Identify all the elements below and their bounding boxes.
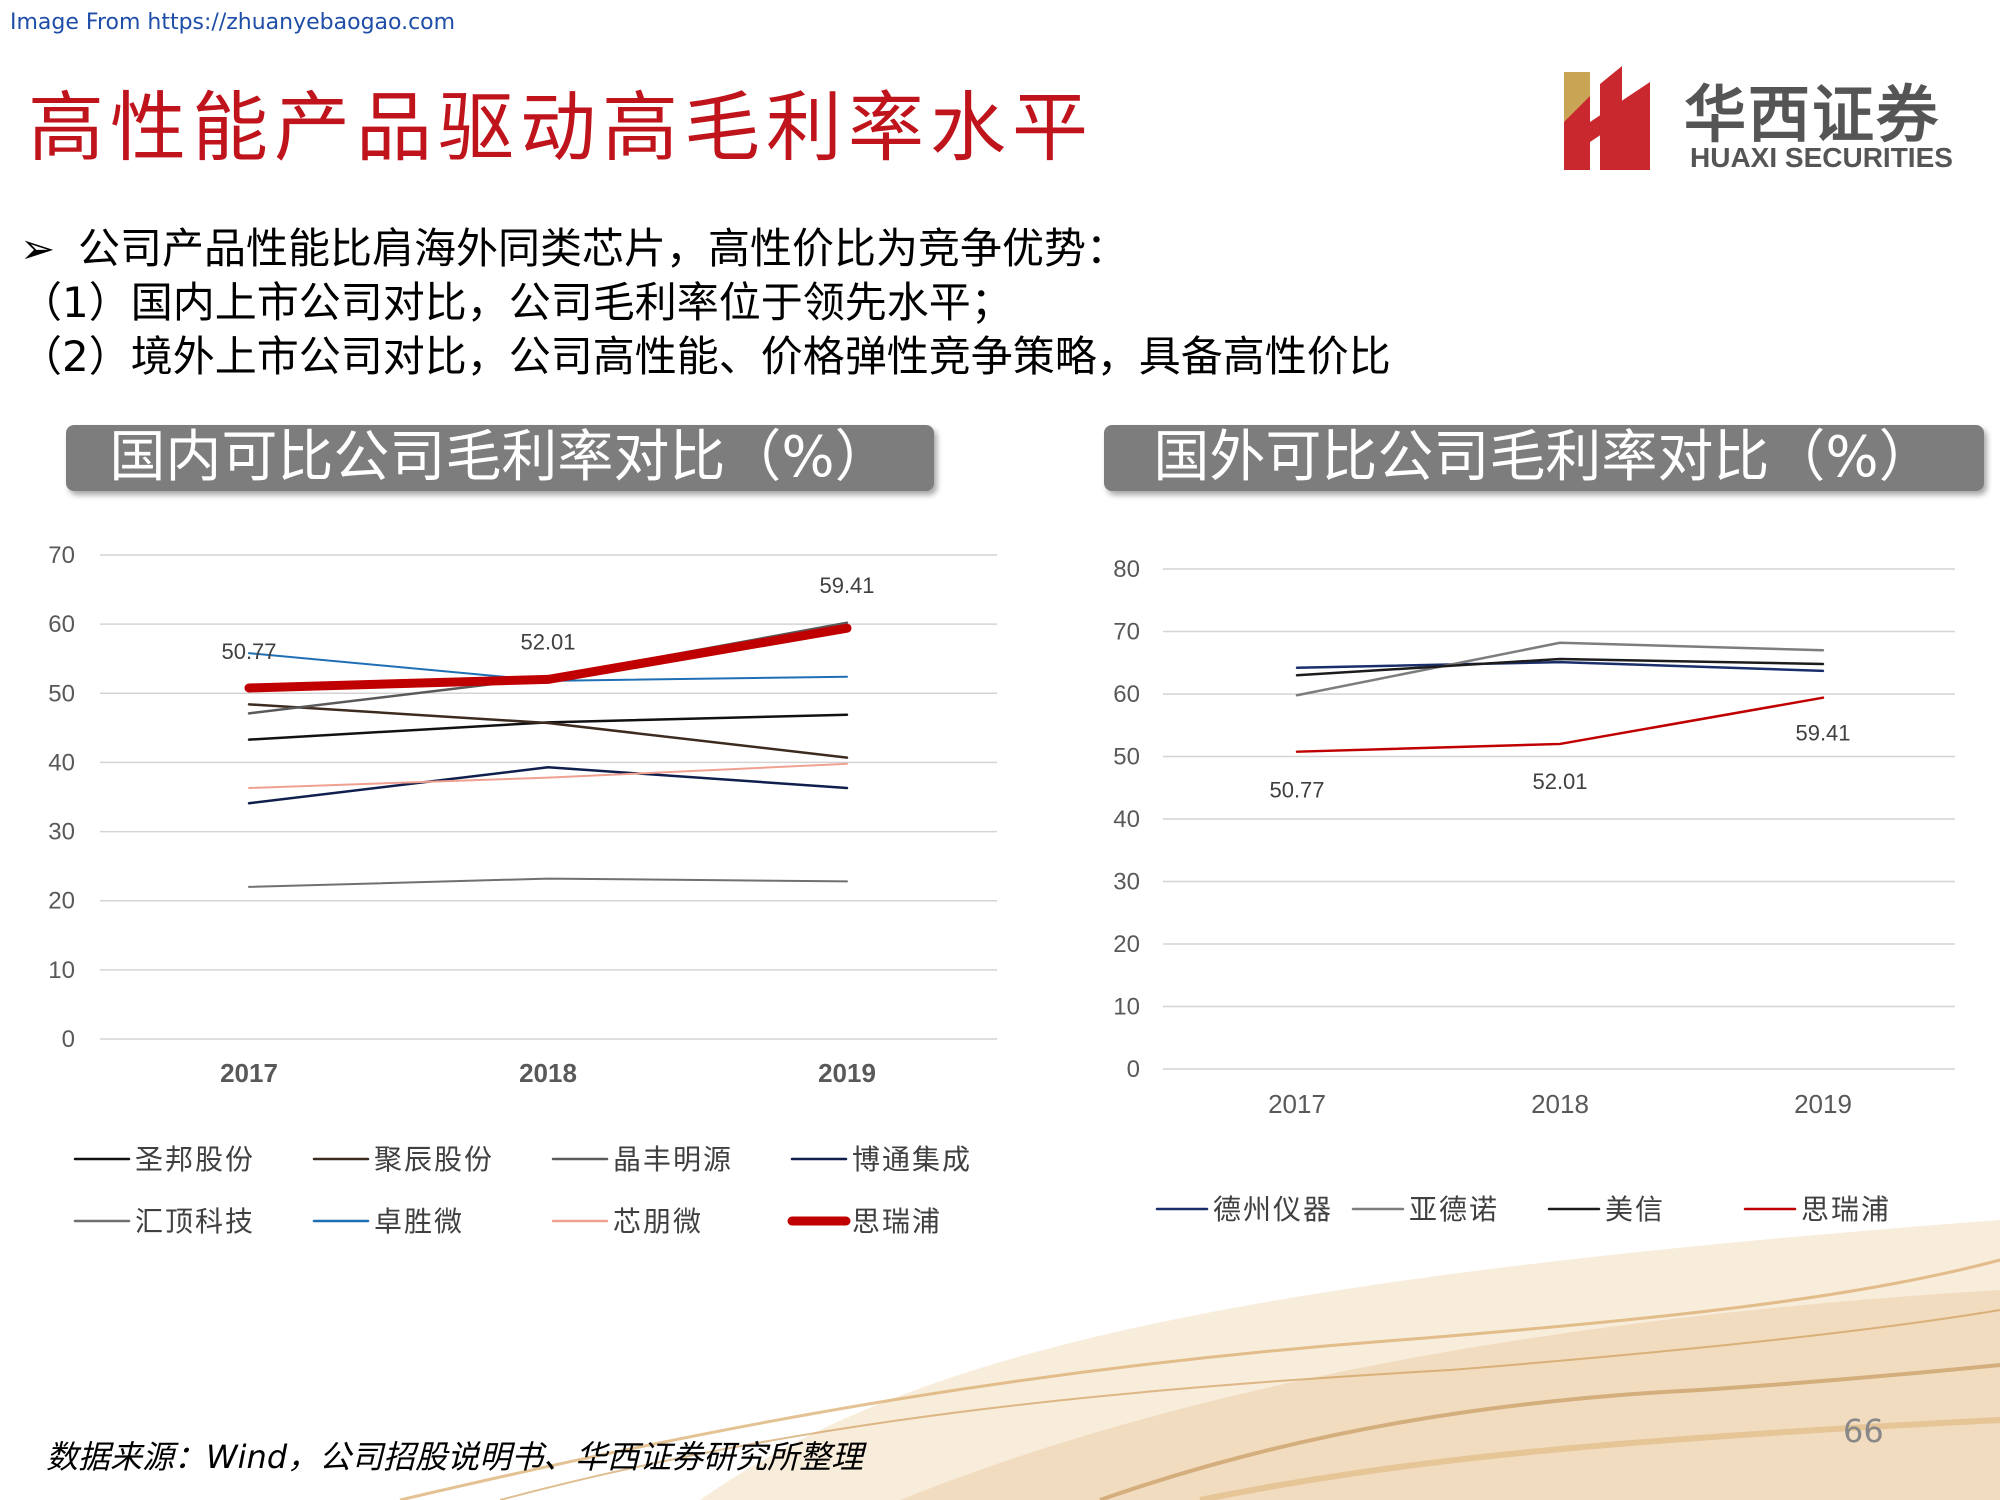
domestic-y-tick-label: 70: [48, 542, 75, 569]
domestic-x-tick-label: 2017: [220, 1058, 278, 1088]
domestic-chart-header: 国内可比公司毛利率对比（%）: [66, 425, 934, 491]
foreign-y-tick-label: 20: [1113, 931, 1140, 958]
domestic-series-line-3: [247, 766, 849, 805]
foreign-series-line-1: [1295, 641, 1825, 697]
domestic-legend-label: 博通集成: [852, 1143, 972, 1176]
foreign-x-tick-label: 2018: [1531, 1089, 1589, 1119]
domestic-legend-label: 晶丰明源: [613, 1143, 733, 1176]
domestic-legend-label: 圣邦股份: [135, 1143, 255, 1176]
foreign-data-label: 52.01: [1532, 769, 1587, 794]
foreign-legend-label: 美信: [1605, 1193, 1665, 1226]
foreign-y-tick-label: 50: [1113, 744, 1140, 771]
foreign-data-label: 50.77: [1269, 778, 1324, 803]
domestic-x-tick-label: 2018: [519, 1058, 577, 1088]
logo-english-name: HUAXI SECURITIES: [1690, 142, 1953, 173]
domestic-legend-label: 汇顶科技: [135, 1205, 255, 1238]
domestic-data-label: 50.77: [221, 639, 276, 664]
page-number: 66: [1843, 1412, 1884, 1450]
domestic-y-tick-label: 40: [48, 749, 75, 776]
domestic-y-tick-label: 20: [48, 888, 75, 915]
domestic-y-tick-label: 0: [62, 1026, 75, 1053]
domestic-y-tick-label: 30: [48, 819, 75, 846]
foreign-x-tick-label: 2019: [1794, 1089, 1852, 1119]
foreign-y-tick-label: 30: [1113, 869, 1140, 896]
domestic-series-line-6: [248, 762, 848, 790]
foreign-legend-label: 亚德诺: [1409, 1193, 1499, 1226]
foreign-y-tick-label: 70: [1113, 619, 1140, 646]
foreign-y-tick-label: 0: [1127, 1056, 1140, 1083]
foreign-margin-chart: 0 10 20 30 40 50 60 70 80 2017 2018 2019 50.77 52.01 5…: [1113, 556, 1955, 1226]
domestic-y-tick-label: 10: [48, 957, 75, 984]
foreign-x-tick-label: 2017: [1268, 1089, 1326, 1119]
foreign-y-tick-label: 80: [1113, 556, 1140, 583]
domestic-y-tick-label: 60: [48, 611, 75, 638]
logo-chinese-name: 华西证券: [1684, 78, 1941, 151]
domestic-data-label: 59.41: [819, 573, 874, 598]
domestic-data-label: 52.01: [520, 629, 575, 654]
foreign-legend-label: 思瑞浦: [1801, 1193, 1891, 1226]
huaxi-logo-icon: [1564, 66, 1650, 170]
bullet-points: ➢ 公司产品性能比肩海外同类芯片，高性价比为竞争优势： （1）国内上市公司对比，公…: [20, 222, 1391, 384]
domestic-y-tick-label: 50: [48, 680, 75, 707]
domestic-margin-chart: 0 10 20 30 40 50 60 70 2017 2018 2019 50.77 52.01 59.…: [48, 542, 997, 1238]
bullet-line-2: （1）国内上市公司对比，公司毛利率位于领先水平；: [20, 278, 1013, 327]
domestic-series-line-0: [247, 713, 849, 741]
domestic-series-line-1: [247, 703, 849, 759]
foreign-series-line-2: [1295, 657, 1825, 677]
domestic-series-line-4: [248, 877, 848, 888]
domestic-legend-label: 卓胜微: [374, 1205, 464, 1238]
domestic-legend-label: 聚辰股份: [374, 1143, 494, 1176]
foreign-series-line-3: [1295, 696, 1825, 753]
source-url[interactable]: Image From https://zhuanyebaogao.com: [10, 10, 456, 35]
data-source-note: 数据来源：Wind，公司招股说明书、华西证券研究所整理: [46, 1438, 864, 1476]
foreign-chart-header: 国外可比公司毛利率对比（%）: [1104, 425, 1984, 491]
domestic-x-tick-label: 2019: [818, 1058, 876, 1088]
foreign-legend-label: 德州仪器: [1213, 1193, 1333, 1226]
bullet-line-1-text: 公司产品性能比肩海外同类芯片，高性价比为竞争优势：: [78, 224, 1129, 273]
arrow-bullet-icon: ➢: [20, 224, 56, 273]
domestic-legend-label: 思瑞浦: [852, 1205, 942, 1238]
domestic-series-line-7: [244, 623, 852, 693]
decorative-gold-waves: [399, 1220, 2000, 1500]
foreign-data-label: 59.41: [1795, 721, 1850, 746]
company-logo: 华西证券 HUAXI SECURITIES: [1560, 62, 1980, 180]
bullet-line-1: ➢ 公司产品性能比肩海外同类芯片，高性价比为竞争优势：: [20, 222, 1391, 276]
bullet-line-3: （2）境外上市公司对比，公司高性能、价格弹性竞争策略，具备高性价比: [20, 332, 1391, 381]
domestic-legend-label: 芯朋微: [613, 1205, 703, 1238]
foreign-y-tick-label: 40: [1113, 806, 1140, 833]
foreign-y-tick-label: 10: [1113, 994, 1140, 1021]
foreign-y-tick-label: 60: [1113, 681, 1140, 708]
slide-title: 高性能产品驱动高毛利率水平: [28, 83, 1094, 172]
foreign-series-line-0: [1295, 660, 1825, 673]
